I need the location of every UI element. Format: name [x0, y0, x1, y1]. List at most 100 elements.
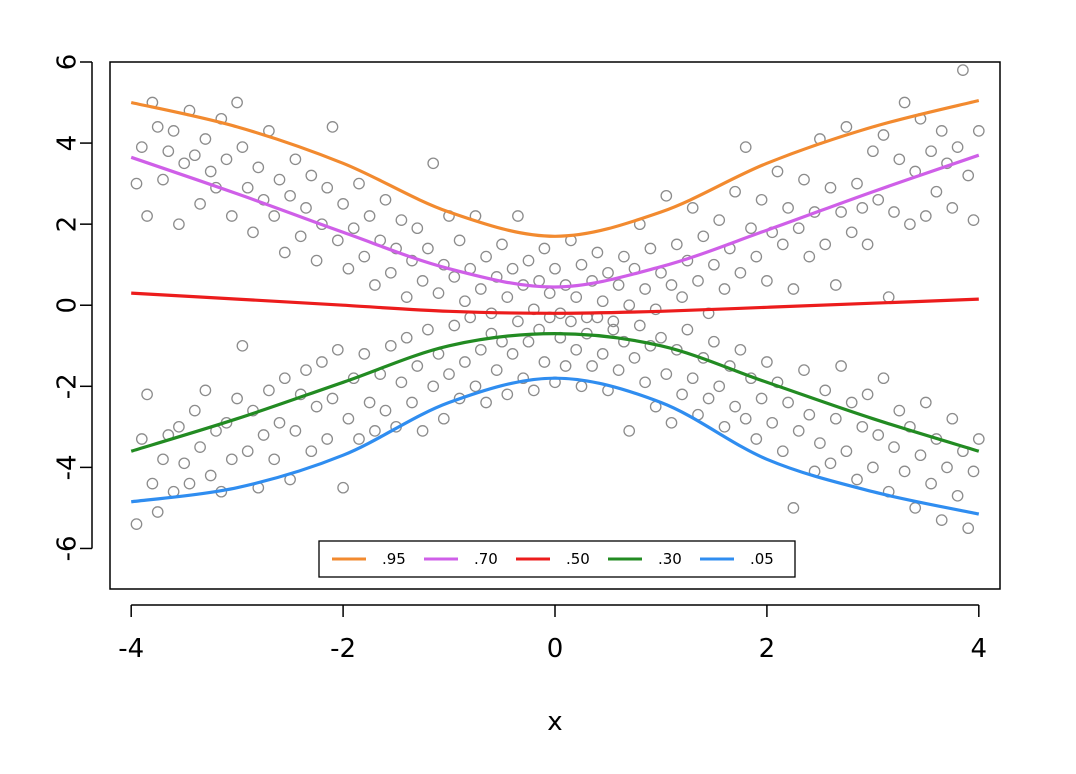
data-point: [708, 335, 720, 348]
data-point: [395, 376, 408, 389]
data-point: [204, 469, 217, 482]
data-point: [893, 153, 906, 166]
data-point: [400, 291, 413, 303]
data-point: [898, 465, 911, 478]
data-point: [252, 161, 265, 174]
data-point: [305, 169, 318, 182]
data-point: [241, 445, 254, 458]
data-point: [263, 384, 275, 397]
data-point: [448, 319, 461, 332]
data-point: [400, 331, 413, 344]
data-point: [967, 465, 980, 478]
data-point: [268, 453, 281, 466]
data-point: [872, 193, 885, 206]
data-point: [353, 433, 365, 445]
data-point: [427, 380, 440, 393]
data-point: [326, 392, 339, 405]
data-point: [776, 238, 789, 251]
data-point: [443, 368, 455, 380]
data-point: [474, 343, 487, 356]
data-point: [771, 165, 784, 178]
data-point: [829, 279, 842, 291]
data-point: [135, 141, 148, 153]
data-point: [141, 388, 153, 401]
data-point: [575, 258, 588, 271]
data-point: [162, 145, 175, 158]
data-point: [766, 416, 779, 429]
data-point: [935, 125, 948, 137]
legend-label: .30: [658, 550, 682, 568]
data-point: [411, 222, 424, 235]
data-point: [538, 356, 551, 368]
data-point: [316, 356, 328, 368]
data-point: [856, 420, 869, 433]
data-point: [353, 177, 365, 190]
y-tick-label: 2: [53, 216, 83, 233]
data-point: [713, 380, 726, 393]
data-point: [278, 246, 291, 259]
data-point: [840, 121, 853, 133]
data-point: [300, 364, 312, 376]
data-point: [146, 477, 159, 490]
data-point: [893, 404, 906, 417]
data-point: [872, 429, 885, 441]
data-point: [739, 412, 752, 425]
y-tick-label: 0: [53, 297, 83, 314]
y-tick-label: -4: [53, 454, 83, 480]
data-point: [432, 287, 445, 299]
data-point: [522, 335, 535, 348]
data-point: [686, 372, 699, 385]
data-point: [130, 518, 143, 530]
data-point: [225, 210, 238, 222]
data-point: [384, 339, 397, 352]
data-point: [787, 502, 800, 514]
data-point: [427, 157, 440, 170]
data-point: [533, 275, 545, 287]
data-point: [173, 218, 185, 231]
data-point: [517, 372, 530, 385]
data-point: [422, 242, 434, 255]
data-point: [935, 514, 948, 526]
data-point: [199, 133, 212, 145]
data-point: [925, 145, 937, 158]
data-point: [967, 214, 980, 226]
data-point: [596, 295, 609, 308]
data-point: [776, 445, 789, 458]
data-point: [644, 242, 657, 255]
data-point: [761, 356, 773, 368]
data-point: [665, 416, 678, 429]
data-point: [814, 437, 826, 449]
data-point: [527, 384, 540, 397]
data-point: [867, 461, 879, 474]
data-point: [914, 449, 927, 462]
data-point: [607, 315, 620, 328]
data-point: [761, 275, 773, 287]
data-point: [824, 457, 837, 470]
data-point: [178, 157, 191, 170]
data-point: [628, 352, 641, 364]
data-point: [718, 283, 731, 295]
data-point: [406, 396, 418, 409]
data-point: [686, 202, 699, 214]
data-point: [660, 189, 673, 202]
data-point: [220, 153, 233, 166]
data-point: [321, 433, 334, 445]
data-point: [750, 250, 763, 263]
data-point: [867, 145, 879, 158]
data-point: [522, 254, 535, 267]
data-point: [734, 266, 747, 279]
data-point: [331, 234, 344, 247]
data-point: [607, 323, 620, 336]
data-point: [310, 400, 323, 413]
data-point: [369, 425, 381, 437]
data-point: [819, 384, 832, 397]
data-point: [755, 392, 768, 405]
data-point: [512, 315, 524, 328]
data-point: [157, 173, 169, 186]
legend-label: .05: [750, 550, 774, 568]
data-point: [681, 323, 694, 336]
data-point: [798, 364, 810, 376]
data-point: [474, 283, 487, 295]
